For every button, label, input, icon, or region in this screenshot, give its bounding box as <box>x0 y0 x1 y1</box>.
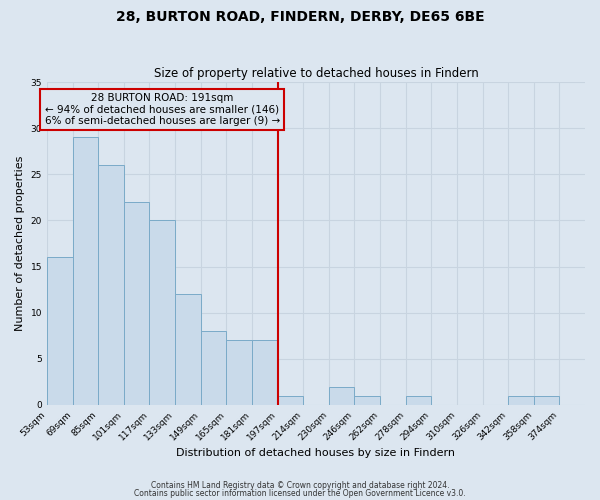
Y-axis label: Number of detached properties: Number of detached properties <box>15 156 25 331</box>
Text: Contains HM Land Registry data © Crown copyright and database right 2024.: Contains HM Land Registry data © Crown c… <box>151 481 449 490</box>
Bar <box>329 386 355 405</box>
Bar <box>534 396 559 405</box>
Bar <box>508 396 534 405</box>
Title: Size of property relative to detached houses in Findern: Size of property relative to detached ho… <box>154 66 478 80</box>
Bar <box>149 220 175 405</box>
Bar <box>252 340 278 405</box>
Bar <box>355 396 380 405</box>
Bar <box>47 258 73 405</box>
Bar <box>278 396 303 405</box>
Bar <box>73 138 98 405</box>
Bar <box>175 294 200 405</box>
Text: Contains public sector information licensed under the Open Government Licence v3: Contains public sector information licen… <box>134 488 466 498</box>
Bar <box>406 396 431 405</box>
Bar <box>98 165 124 405</box>
Bar <box>200 331 226 405</box>
X-axis label: Distribution of detached houses by size in Findern: Distribution of detached houses by size … <box>176 448 455 458</box>
Bar <box>226 340 252 405</box>
Text: 28, BURTON ROAD, FINDERN, DERBY, DE65 6BE: 28, BURTON ROAD, FINDERN, DERBY, DE65 6B… <box>116 10 484 24</box>
Text: 28 BURTON ROAD: 191sqm
← 94% of detached houses are smaller (146)
6% of semi-det: 28 BURTON ROAD: 191sqm ← 94% of detached… <box>44 93 280 126</box>
Bar <box>124 202 149 405</box>
